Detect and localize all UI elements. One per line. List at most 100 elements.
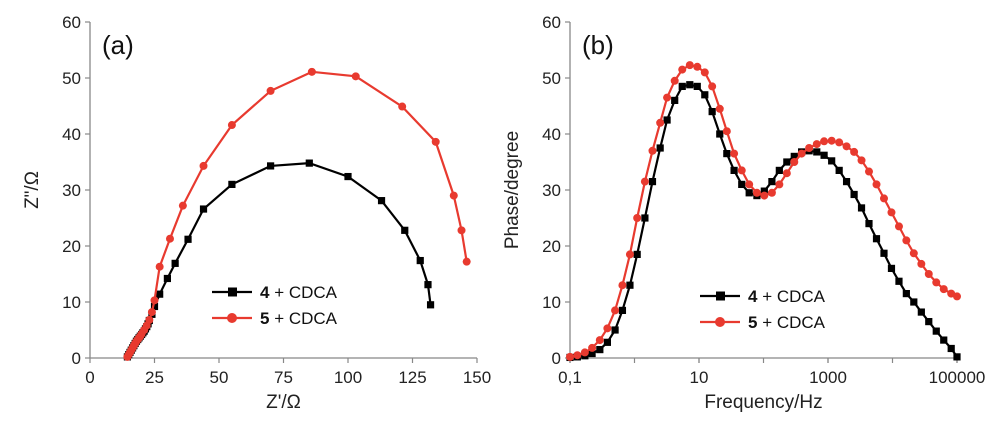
legend-text-rest: + CDCA	[757, 287, 825, 306]
data-point	[797, 149, 806, 158]
data-point	[431, 137, 440, 146]
data-point	[640, 177, 649, 186]
x-tick-label: 150	[463, 368, 491, 387]
data-point	[595, 336, 604, 345]
legend-marker	[715, 317, 725, 327]
panel-label: (b)	[582, 30, 614, 60]
data-point	[917, 259, 926, 268]
data-point	[603, 338, 611, 346]
data-point	[782, 169, 791, 178]
legend-marker	[716, 291, 725, 301]
data-point	[150, 296, 159, 305]
data-point	[199, 161, 208, 170]
legend-marker	[227, 313, 237, 323]
data-point	[880, 249, 888, 257]
y-axis-title: Z"/Ω	[22, 171, 43, 209]
data-point	[723, 150, 731, 158]
data-point	[618, 306, 627, 314]
data-point	[820, 137, 829, 146]
data-point	[730, 149, 739, 158]
x-tick-label: 100	[334, 368, 362, 387]
series-5	[566, 61, 961, 361]
data-point	[827, 136, 836, 145]
data-point	[783, 158, 791, 166]
legend-number: 4	[260, 283, 270, 302]
data-point	[895, 277, 903, 285]
data-point	[147, 308, 156, 317]
data-point	[693, 82, 701, 90]
legend-label: 5 + CDCA	[260, 309, 338, 328]
legend-marker	[228, 287, 237, 297]
data-point	[156, 290, 164, 298]
data-point	[351, 72, 360, 81]
data-point	[925, 318, 933, 326]
data-point	[596, 346, 604, 354]
data-point	[611, 326, 619, 334]
x-tick-label: 0	[85, 368, 94, 387]
data-point	[953, 292, 961, 301]
data-point	[648, 146, 657, 155]
x-tick-label: 125	[398, 368, 426, 387]
y-tick-label: 30	[62, 181, 81, 200]
data-point	[940, 336, 948, 344]
data-point	[663, 93, 672, 102]
data-point	[307, 67, 316, 76]
x-tick-label: 50	[210, 368, 229, 387]
legend-number: 5	[748, 313, 757, 332]
data-point	[850, 147, 859, 156]
data-point	[947, 344, 955, 353]
data-point	[924, 270, 933, 278]
x-tick-label: 25	[145, 368, 164, 387]
data-point	[426, 301, 435, 309]
data-point	[760, 187, 768, 195]
data-point	[648, 178, 657, 186]
data-point	[611, 306, 620, 315]
y-tick-label: 50	[542, 69, 561, 88]
data-point	[745, 180, 754, 189]
data-point	[145, 315, 154, 324]
data-point	[671, 96, 679, 104]
y-tick-label: 60	[62, 13, 81, 32]
data-point	[580, 348, 589, 357]
x-axis-title: Z'/Ω	[266, 392, 301, 413]
data-point	[701, 91, 709, 99]
data-point	[686, 81, 694, 89]
data-point	[760, 191, 769, 200]
data-point	[656, 118, 665, 127]
data-point	[768, 178, 776, 186]
y-tick-label: 40	[62, 125, 81, 144]
data-point	[228, 180, 236, 188]
data-point	[775, 180, 784, 189]
data-point	[805, 144, 814, 152]
data-point	[305, 159, 313, 167]
data-point	[708, 108, 716, 116]
data-point	[641, 214, 649, 222]
legend-label: 4 + CDCA	[260, 283, 338, 302]
data-point	[199, 205, 208, 213]
data-point	[879, 194, 888, 203]
data-point	[813, 148, 821, 156]
data-point	[917, 308, 925, 316]
data-point	[678, 82, 686, 90]
data-point	[588, 349, 596, 358]
legend-text-rest: + CDCA	[269, 309, 337, 328]
data-point	[745, 189, 753, 197]
data-point	[603, 324, 612, 333]
data-point	[165, 234, 174, 243]
data-point	[670, 76, 679, 85]
data-point	[588, 343, 597, 352]
data-point	[887, 208, 896, 217]
data-point	[872, 180, 881, 189]
x-tick-label: 10	[690, 368, 709, 387]
data-point	[178, 201, 187, 210]
data-point	[864, 167, 873, 176]
y-tick-label: 20	[62, 237, 81, 256]
series-5	[123, 67, 471, 361]
data-point	[730, 166, 738, 174]
data-point	[737, 166, 746, 175]
y-tick-label: 60	[542, 13, 561, 32]
data-point	[708, 82, 717, 91]
data-point	[842, 178, 851, 186]
